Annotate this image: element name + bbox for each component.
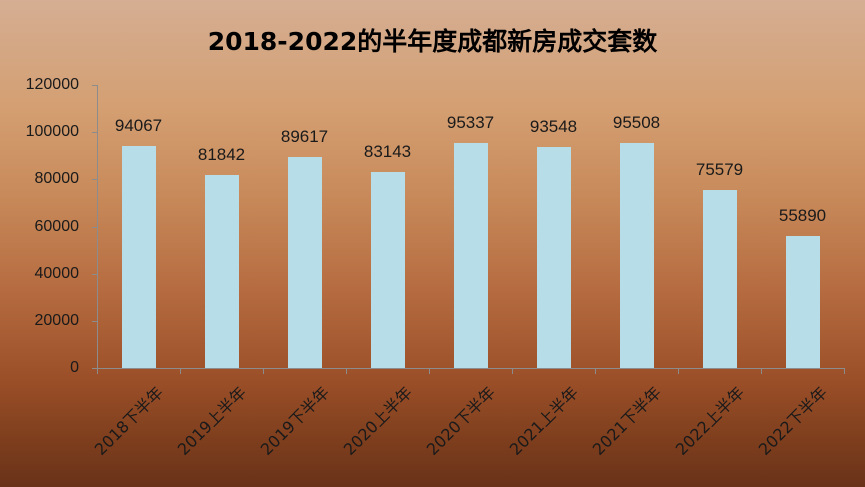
y-tick [92, 85, 97, 86]
x-tick [844, 368, 845, 374]
bar [453, 143, 488, 368]
x-tick-label: 2019上半年 [173, 382, 250, 460]
y-tick-label: 60000 [34, 217, 80, 235]
data-label: 95337 [446, 113, 495, 133]
x-tick-label: 2021上半年 [505, 382, 582, 460]
data-label: 95508 [612, 112, 661, 132]
x-tick [595, 368, 596, 374]
data-label: 75579 [695, 159, 744, 179]
y-tick-label: 80000 [34, 170, 80, 188]
y-axis [97, 85, 98, 369]
bar [619, 142, 654, 368]
bar [785, 236, 820, 368]
bar [370, 171, 405, 368]
x-tick-label: 2019下半年 [256, 382, 333, 460]
data-label: 93548 [529, 117, 578, 137]
data-label: 55890 [778, 206, 827, 226]
bar [536, 147, 571, 368]
bar [287, 156, 322, 368]
y-tick [92, 368, 97, 369]
x-tick [678, 368, 679, 374]
x-tick-label: 2022上半年 [671, 382, 748, 460]
x-axis [92, 368, 844, 369]
x-tick [429, 368, 430, 374]
x-tick-label: 2018下半年 [90, 382, 167, 460]
data-label: 89617 [280, 126, 329, 146]
x-tick [761, 368, 762, 374]
bar [702, 189, 737, 368]
y-tick [92, 273, 97, 275]
x-tick [263, 368, 264, 374]
y-tick-label: 20000 [34, 311, 80, 329]
bar [121, 146, 156, 368]
x-tick-label: 2022下半年 [754, 382, 831, 460]
x-tick [180, 368, 181, 374]
y-tick-label: 40000 [34, 264, 80, 282]
x-tick [512, 368, 513, 374]
x-tick-label: 2020下半年 [422, 382, 499, 460]
x-tick-label: 2020上半年 [339, 382, 416, 460]
y-tick [92, 179, 97, 181]
data-label: 94067 [114, 116, 163, 136]
x-tick [346, 368, 347, 374]
y-tick [92, 320, 97, 322]
y-tick [92, 226, 97, 228]
data-label: 81842 [197, 144, 246, 164]
y-tick-label: 0 [70, 359, 79, 376]
chart-title: 2018-2022的半年度成都新房成交套数 [207, 27, 658, 56]
y-tick-label: 100000 [25, 123, 79, 141]
y-tick-label: 120000 [25, 76, 79, 93]
data-label: 83143 [363, 141, 412, 161]
x-tick [97, 368, 98, 374]
y-tick [92, 132, 97, 134]
bar [204, 174, 239, 368]
x-tick-label: 2021下半年 [588, 382, 665, 460]
